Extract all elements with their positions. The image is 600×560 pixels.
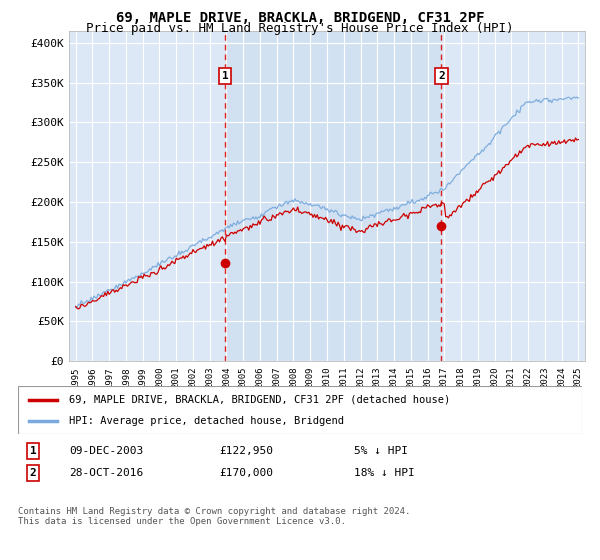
Text: £122,950: £122,950 [219, 446, 273, 456]
Text: 69, MAPLE DRIVE, BRACKLA, BRIDGEND, CF31 2PF: 69, MAPLE DRIVE, BRACKLA, BRIDGEND, CF31… [116, 11, 484, 25]
Text: Contains HM Land Registry data © Crown copyright and database right 2024.
This d: Contains HM Land Registry data © Crown c… [18, 507, 410, 526]
Text: 09-DEC-2003: 09-DEC-2003 [69, 446, 143, 456]
Text: 1: 1 [222, 71, 229, 81]
Text: £170,000: £170,000 [219, 468, 273, 478]
Text: 18% ↓ HPI: 18% ↓ HPI [354, 468, 415, 478]
Text: Price paid vs. HM Land Registry's House Price Index (HPI): Price paid vs. HM Land Registry's House … [86, 22, 514, 35]
Text: 2: 2 [29, 468, 37, 478]
Text: 28-OCT-2016: 28-OCT-2016 [69, 468, 143, 478]
Text: 5% ↓ HPI: 5% ↓ HPI [354, 446, 408, 456]
FancyBboxPatch shape [18, 386, 582, 434]
Text: 2: 2 [438, 71, 445, 81]
Text: 1: 1 [29, 446, 37, 456]
Text: HPI: Average price, detached house, Bridgend: HPI: Average price, detached house, Brid… [69, 416, 344, 426]
Text: 69, MAPLE DRIVE, BRACKLA, BRIDGEND, CF31 2PF (detached house): 69, MAPLE DRIVE, BRACKLA, BRIDGEND, CF31… [69, 395, 450, 405]
Bar [225, 31, 442, 361]
